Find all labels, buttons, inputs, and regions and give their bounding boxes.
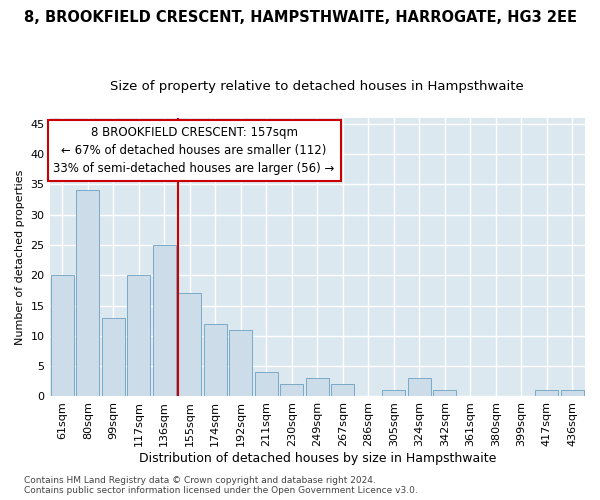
- X-axis label: Distribution of detached houses by size in Hampsthwaite: Distribution of detached houses by size …: [139, 452, 496, 465]
- Title: Size of property relative to detached houses in Hampsthwaite: Size of property relative to detached ho…: [110, 80, 524, 93]
- Bar: [127, 276, 150, 396]
- Bar: [102, 318, 125, 396]
- Bar: [433, 390, 456, 396]
- Text: 8 BROOKFIELD CRESCENT: 157sqm
← 67% of detached houses are smaller (112)
33% of : 8 BROOKFIELD CRESCENT: 157sqm ← 67% of d…: [53, 126, 335, 175]
- Bar: [229, 330, 252, 396]
- Bar: [331, 384, 354, 396]
- Bar: [535, 390, 558, 396]
- Bar: [51, 276, 74, 396]
- Bar: [178, 294, 201, 397]
- Bar: [255, 372, 278, 396]
- Bar: [382, 390, 405, 396]
- Bar: [306, 378, 329, 396]
- Bar: [153, 245, 176, 396]
- Bar: [280, 384, 303, 396]
- Bar: [76, 190, 99, 396]
- Y-axis label: Number of detached properties: Number of detached properties: [15, 170, 25, 345]
- Bar: [204, 324, 227, 396]
- Text: 8, BROOKFIELD CRESCENT, HAMPSTHWAITE, HARROGATE, HG3 2EE: 8, BROOKFIELD CRESCENT, HAMPSTHWAITE, HA…: [23, 10, 577, 25]
- Bar: [408, 378, 431, 396]
- Bar: [561, 390, 584, 396]
- Text: Contains HM Land Registry data © Crown copyright and database right 2024.
Contai: Contains HM Land Registry data © Crown c…: [24, 476, 418, 495]
